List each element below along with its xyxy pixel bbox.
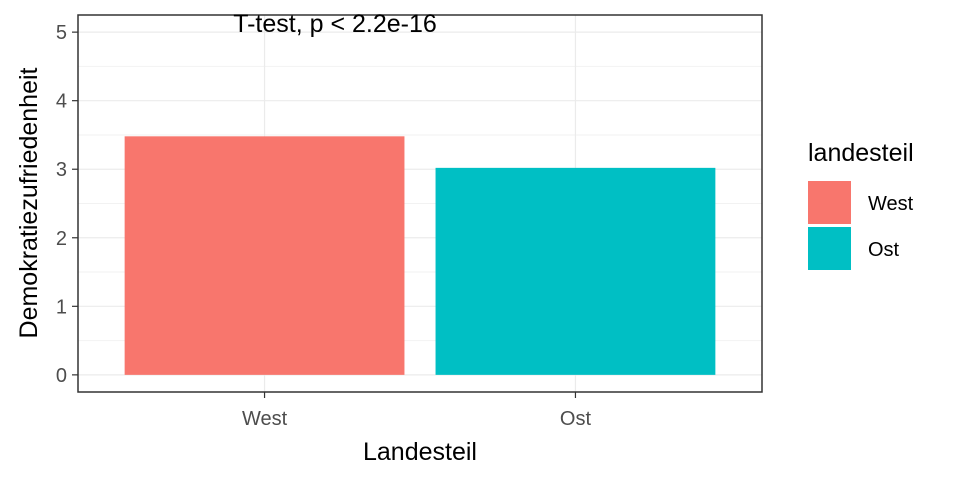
y-axis-title: Demokratiezufriedenheit	[15, 67, 43, 338]
legend: landesteil West Ost	[808, 139, 914, 270]
x-tick-label: Ost	[560, 408, 592, 430]
legend-key-west	[808, 181, 851, 224]
y-tick-label: 3	[56, 159, 67, 181]
legend-title: landesteil	[808, 139, 914, 167]
bar-ost	[435, 167, 716, 375]
y-tick-label: 5	[56, 22, 67, 44]
y-tick-label: 0	[56, 365, 67, 387]
legend-label-ost: Ost	[868, 239, 900, 261]
axis-ticks	[72, 31, 577, 398]
y-tick-label: 4	[56, 91, 67, 113]
legend-entries: West Ost	[808, 181, 914, 270]
plot-panel-border	[77, 14, 763, 393]
legend-key-ost	[808, 227, 851, 270]
x-axis-title: Landesteil	[363, 438, 477, 466]
y-tick-labels: 0 1 2 3 4 5	[56, 22, 67, 387]
bar-west	[124, 136, 405, 375]
y-tick-label: 2	[56, 228, 67, 250]
x-tick-label: West	[242, 408, 288, 430]
y-tick-label: 1	[56, 296, 67, 318]
legend-label-west: West	[868, 193, 914, 215]
x-tick-labels: West Ost	[242, 408, 592, 430]
bars	[124, 136, 716, 375]
test-annotation: T-test, p < 2.2e-16	[233, 10, 437, 38]
